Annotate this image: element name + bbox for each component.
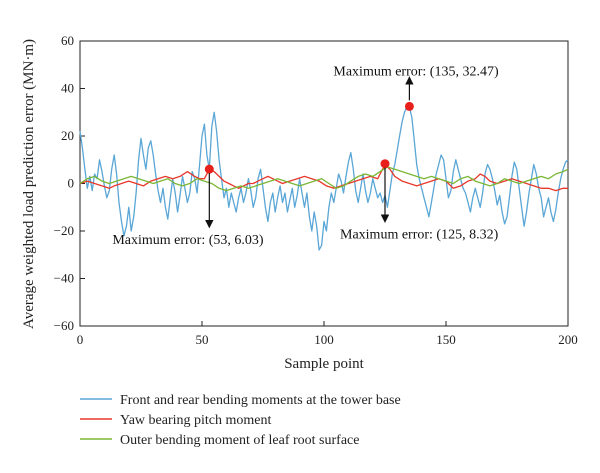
x-tick-label: 100 [314, 332, 334, 347]
x-tick-label: 150 [436, 332, 456, 347]
annotation-label: Maximum error: (53, 6.03) [112, 233, 264, 248]
x-tick-label: 200 [558, 332, 578, 347]
legend-label-3: Outer bending moment of leaf root surfac… [120, 433, 359, 448]
y-axis-label: Average weighted load prediction error (… [21, 39, 37, 329]
y-tick-label: −20 [54, 223, 74, 238]
max-error-point [204, 164, 214, 174]
x-axis-ticks: 0 50 100 150 200 [77, 321, 578, 347]
highlight-layer [204, 101, 414, 174]
y-tick-label: 40 [61, 81, 74, 96]
y-tick-label: −40 [54, 271, 74, 286]
x-axis-label: Sample point [284, 356, 364, 372]
x-tick-label: 0 [77, 332, 84, 347]
series-line-3 [79, 166, 569, 192]
x-tick-label: 50 [196, 332, 209, 347]
legend: Front and rear bending moments at the to… [80, 393, 401, 448]
legend-label-1: Front and rear bending moments at the to… [120, 393, 401, 408]
y-axis-ticks: −60 −40 −20 0 20 40 60 [54, 33, 85, 333]
annotation-layer: Maximum error: (135, 32.47) Maximum error… [112, 64, 499, 248]
y-tick-label: 20 [61, 128, 74, 143]
annotation-label: Maximum error: (125, 8.32) [340, 228, 499, 243]
annotation-label: Maximum error: (135, 32.47) [333, 64, 499, 79]
series-line-1 [79, 105, 569, 251]
legend-label-2: Yaw bearing pitch moment [120, 413, 271, 428]
y-tick-label: 60 [61, 33, 74, 48]
max-error-point [404, 101, 414, 111]
y-tick-label: 0 [68, 176, 75, 191]
series-line-2 [79, 163, 568, 192]
y-tick-label: −60 [54, 318, 74, 333]
max-error-point [380, 159, 390, 169]
series-layer [79, 105, 569, 251]
